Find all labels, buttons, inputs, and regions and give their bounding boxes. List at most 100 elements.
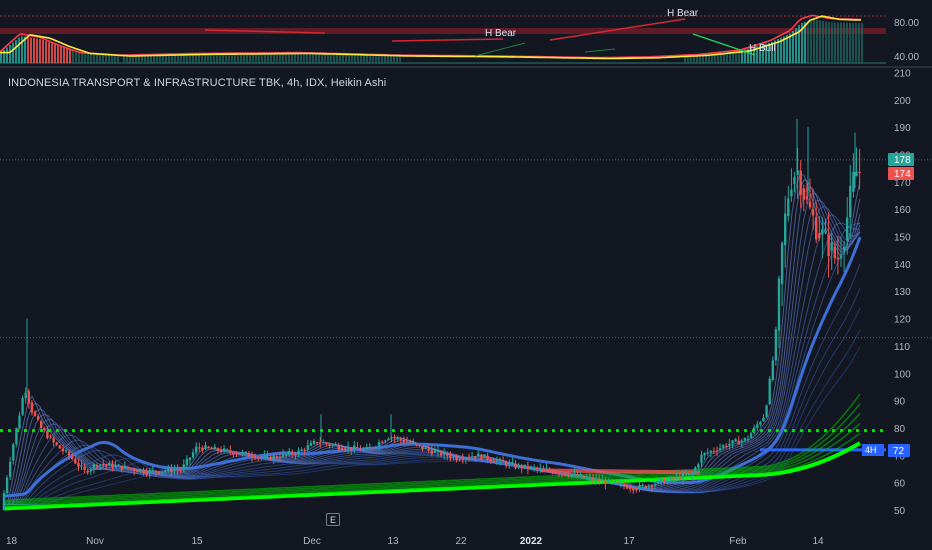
earnings-event-marker[interactable]: E	[326, 513, 340, 526]
time-tick-label: 15	[191, 536, 203, 547]
osc-histogram-bar	[387, 54, 389, 63]
osc-histogram-bar	[183, 54, 185, 63]
time-tick-label: Feb	[729, 536, 747, 547]
osc-histogram-bar	[117, 55, 119, 63]
osc-histogram-bar	[363, 54, 365, 63]
candle-body	[784, 213, 787, 246]
candle-body	[470, 456, 474, 458]
candle-body	[687, 473, 691, 476]
candle-body	[278, 456, 282, 458]
candle-body	[464, 458, 468, 460]
candle-body	[511, 462, 514, 464]
candle-body	[579, 474, 582, 476]
osc-histogram-bar	[345, 53, 347, 63]
candle-body	[452, 456, 455, 458]
osc-histogram-bar	[174, 54, 176, 63]
candle-body	[371, 447, 375, 449]
osc-histogram-bar	[123, 55, 125, 63]
osc-histogram-bar	[264, 53, 266, 63]
osc-histogram-bar	[783, 36, 785, 63]
candle-body	[585, 477, 588, 479]
osc-histogram-bar	[747, 48, 749, 63]
osc-histogram-bar	[6, 47, 8, 63]
osc-tick-40: 40.00	[894, 52, 919, 63]
osc-histogram-bar	[741, 50, 743, 63]
candle-body	[672, 477, 675, 479]
candle-body	[753, 427, 756, 434]
osc-histogram-bar	[807, 20, 809, 64]
osc-histogram-bar	[828, 22, 830, 63]
candle-body	[616, 482, 619, 484]
osc-histogram-bar	[138, 54, 140, 63]
time-axis[interactable]: 18 Nov 15 Dec 13 22 2022 17 Feb 14	[6, 536, 824, 547]
candle-body	[669, 476, 672, 480]
candle-body	[253, 456, 257, 459]
osc-histogram-bar	[69, 49, 71, 63]
candle-body	[164, 470, 167, 472]
candle-body	[2, 493, 6, 510]
ma-green-line	[3, 441, 861, 511]
osc-histogram-bar	[12, 42, 14, 63]
osc-histogram-bar	[840, 22, 842, 63]
candle-body	[629, 487, 632, 489]
candle-body	[467, 457, 471, 459]
candle-body	[46, 431, 49, 439]
candle-body	[30, 402, 34, 413]
candle-body	[86, 470, 89, 473]
candle-body	[799, 170, 802, 196]
candle-body	[480, 454, 483, 460]
osc-histogram-bar	[15, 40, 17, 63]
candle-body	[67, 451, 71, 456]
osc-histogram-bar	[0, 52, 2, 63]
candle-body	[545, 468, 548, 470]
candle-body	[154, 470, 158, 472]
osc-histogram-bar	[18, 37, 20, 63]
osc-label-h-bull: H Bull	[749, 43, 776, 54]
osc-histogram-bar	[84, 53, 86, 63]
candle-body	[836, 257, 840, 260]
price-tick-label: 190	[894, 123, 911, 134]
osc-histogram-bar	[330, 53, 332, 63]
candle-body	[517, 464, 520, 467]
price-tick-label: 210	[894, 68, 911, 79]
candle-body	[12, 444, 15, 461]
ma-green-line	[3, 412, 861, 505]
candle-body	[52, 438, 55, 443]
candle-body	[129, 468, 133, 470]
candle-body	[291, 452, 294, 455]
candle-body	[725, 445, 728, 447]
candle-body	[387, 438, 390, 440]
divergence-line	[391, 38, 504, 42]
candle-body	[390, 437, 393, 439]
osc-histogram-bar	[153, 54, 155, 63]
osc-histogram-bar	[195, 53, 197, 63]
divergence-line	[692, 33, 756, 56]
candle-body	[436, 450, 440, 452]
candle-body	[532, 467, 536, 469]
osc-histogram-bar	[168, 54, 170, 63]
candle-body	[40, 421, 43, 429]
candle-body	[408, 441, 412, 443]
osc-histogram-bar	[399, 55, 401, 63]
moving-average-ribbon	[3, 173, 862, 511]
osc-histogram-bar	[165, 54, 167, 63]
time-tick-label: 14	[812, 536, 824, 547]
candle-body	[328, 443, 331, 446]
candle-body	[315, 442, 319, 444]
candle-body	[709, 451, 712, 453]
candle-body	[353, 445, 356, 450]
candle-body	[170, 468, 173, 473]
osc-histogram-bar	[309, 53, 311, 63]
candle-body	[492, 460, 495, 463]
candle-body	[300, 449, 303, 451]
osc-histogram-bar	[291, 53, 293, 63]
candle-body	[340, 447, 344, 451]
time-tick-label: Dec	[303, 536, 321, 547]
candle-body	[734, 439, 737, 442]
osc-histogram-bar	[267, 53, 269, 63]
osc-histogram-bar	[66, 48, 68, 63]
candle-body	[319, 442, 322, 444]
ma-red-band	[539, 468, 700, 475]
prev-price-badge: 174	[888, 167, 914, 180]
